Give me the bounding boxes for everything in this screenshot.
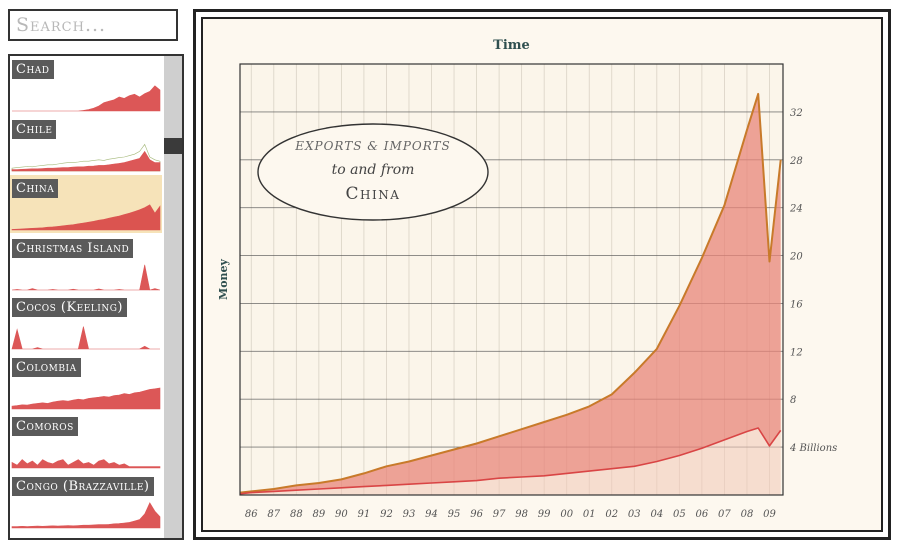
- y-tick-label: 16: [790, 299, 803, 310]
- series-line-exports: [239, 92, 782, 494]
- list-item-label: Colombia: [12, 357, 81, 377]
- y-tick-label: 8: [790, 395, 796, 406]
- sparkline: [11, 143, 161, 171]
- list-item-cocos-keeling[interactable]: Cocos (Keeling): [10, 294, 162, 352]
- x-tick-label: 08: [741, 509, 754, 520]
- list-item-label: Cocos (Keeling): [12, 298, 127, 317]
- legend-line-1: EXPORTS & IMPORTS: [294, 139, 451, 153]
- list-item-label: Christmas Island: [12, 238, 134, 258]
- sparkline-area: [11, 387, 161, 409]
- legend-line-2: to and from: [332, 162, 415, 178]
- y-tick-label: 28: [789, 156, 803, 167]
- x-tick-label: 86: [245, 509, 258, 520]
- x-tick-label: 99: [538, 509, 551, 520]
- x-tick-label: 90: [335, 509, 348, 520]
- list-scrollbar-track[interactable]: [164, 56, 182, 538]
- chart-svg: Time Money 4 Billions 8 12 16 20 24 28 32 86 87 88 89…: [217, 38, 837, 520]
- country-list[interactable]: Chad Chile China Christmas Island Cocos (Kee…: [8, 54, 184, 540]
- sparkline: [11, 264, 161, 290]
- x-tick-label: 92: [380, 509, 393, 520]
- list-item-congo-brazzaville[interactable]: Congo (Brazzaville): [10, 473, 162, 531]
- x-tick-label: 98: [515, 509, 528, 520]
- sparkline-area: [11, 459, 161, 469]
- y-tick-label: 20: [789, 252, 803, 263]
- x-tick-label: 05: [673, 509, 686, 520]
- x-tick-label: 09: [763, 509, 776, 520]
- x-tick-label: 00: [560, 509, 573, 520]
- list-item-colombia[interactable]: Colombia: [10, 354, 162, 412]
- list-item-label: China: [12, 179, 59, 198]
- list-item-chile[interactable]: Chile: [10, 116, 162, 174]
- sparkline-area: [11, 264, 161, 290]
- legend-line-3: China: [346, 184, 401, 204]
- x-tick-label: 02: [605, 509, 618, 520]
- list-item-label: Comoros: [12, 417, 78, 436]
- y-axis-label: Money: [217, 258, 230, 300]
- sparkline: [11, 326, 160, 350]
- sparkline-area: [11, 501, 161, 528]
- sparkline-area: [11, 150, 161, 171]
- x-tick-label: 06: [696, 509, 709, 520]
- x-tick-label: 94: [425, 509, 438, 520]
- y-tick-label: 32: [790, 108, 803, 119]
- list-item-comoros[interactable]: Comoros: [10, 413, 162, 471]
- y-tick-label: 4 Billions: [789, 443, 837, 454]
- sparkline: [11, 459, 161, 469]
- x-tick-label: 87: [267, 509, 280, 520]
- sparkline-area: [11, 204, 161, 231]
- imports-area: [240, 428, 781, 495]
- sparkline-area: [11, 326, 160, 350]
- plot-frame: [239, 63, 784, 496]
- x-tick-label: 07: [718, 509, 731, 520]
- search-input[interactable]: [8, 9, 178, 41]
- list-item-label: Chad: [12, 60, 54, 79]
- x-tick-label: 04: [650, 509, 663, 520]
- y-tick-label: 12: [790, 347, 803, 358]
- x-tick-label: 96: [470, 509, 483, 520]
- list-item-label: Chile: [12, 119, 57, 139]
- x-tick-label: 91: [358, 509, 371, 520]
- list-item-label: Congo (Brazzaville): [12, 476, 154, 496]
- list-item-chad[interactable]: Chad: [10, 56, 162, 114]
- x-tick-label: 89: [312, 509, 325, 520]
- x-tick-label: 93: [403, 509, 416, 520]
- sparkline: [11, 204, 161, 231]
- chart-panel: Time Money 4 Billions 8 12 16 20 24 28 32 86 87 88 89…: [201, 17, 883, 532]
- x-tick-label: 95: [448, 509, 461, 520]
- chart-title: Time: [493, 38, 530, 53]
- trade-gap-area: [240, 93, 781, 494]
- sparkline: [11, 501, 161, 528]
- sparkline: [11, 387, 161, 409]
- list-item-christmas-island[interactable]: Christmas Island: [10, 235, 162, 293]
- sparkline: [12, 85, 161, 112]
- y-tick-label: 24: [789, 204, 803, 215]
- x-tick-label: 03: [628, 509, 641, 520]
- x-tick-label: 97: [493, 509, 506, 520]
- list-item-china[interactable]: China: [10, 175, 162, 233]
- x-tick-label: 88: [290, 509, 303, 520]
- sparkline-area: [12, 85, 161, 112]
- sparkline-area: [11, 143, 161, 171]
- chart-frame: Time Money 4 Billions 8 12 16 20 24 28 32 86 87 88 89…: [193, 9, 891, 540]
- legend-ellipse: [257, 123, 489, 221]
- series-line-imports: [239, 427, 782, 495]
- list-scrollbar-thumb[interactable]: [164, 138, 182, 154]
- x-tick-label: 01: [583, 509, 596, 520]
